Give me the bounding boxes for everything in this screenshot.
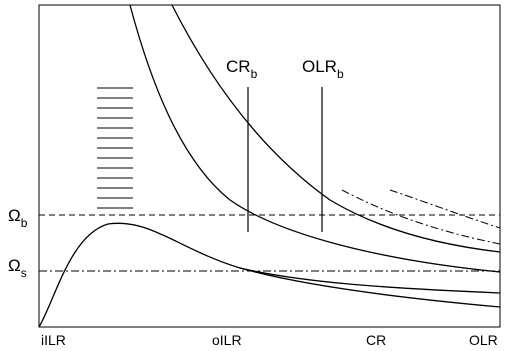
omega-curve-middle	[171, 4, 501, 253]
omega-s-label: Ωs	[8, 256, 27, 280]
x-tick-olr: OLR	[469, 332, 498, 348]
hatch-line-stack	[97, 87, 133, 209]
omega-curve-outer	[38, 222, 501, 328]
omega-curve-innermost	[129, 4, 501, 273]
x-tick-iilr: iILR	[41, 332, 66, 348]
dashdot-curve-1	[341, 189, 501, 245]
omega-curve-lower-right	[239, 267, 501, 294]
plot-frame	[38, 4, 501, 328]
dashdot-curve-2	[389, 189, 501, 229]
cr-b-label: CRb	[226, 57, 258, 81]
olr-b-label: OLRb	[302, 57, 344, 81]
x-tick-oilr: oILR	[212, 332, 242, 348]
omega-b-label: Ωb	[8, 206, 28, 230]
x-tick-cr: CR	[366, 332, 386, 348]
